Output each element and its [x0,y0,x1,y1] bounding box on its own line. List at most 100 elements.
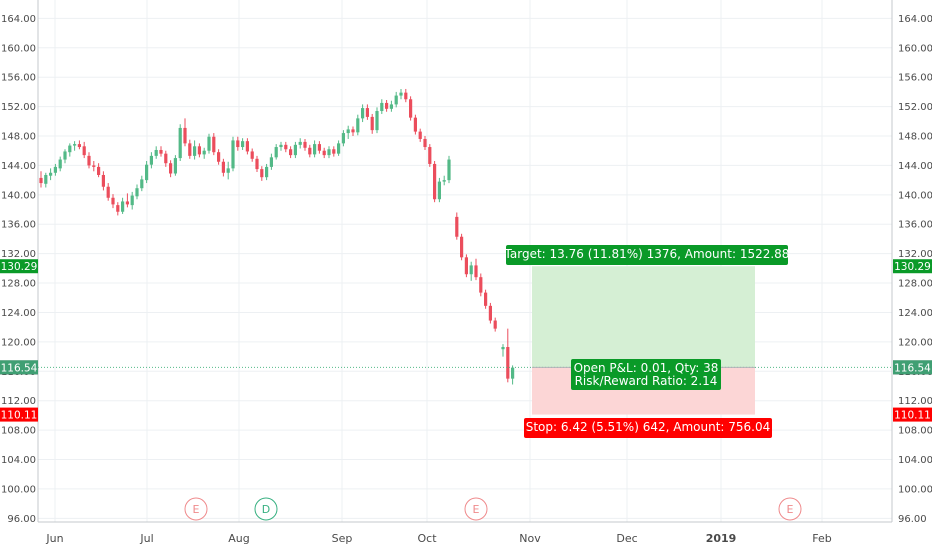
candle[interactable] [226,161,230,180]
candle[interactable] [68,143,72,157]
candle[interactable] [399,88,403,100]
candle[interactable] [308,144,312,158]
candle[interactable] [154,146,158,159]
candle[interactable] [303,138,307,151]
candle[interactable] [106,183,110,201]
candle[interactable] [380,99,384,114]
candle[interactable] [313,140,317,158]
candle[interactable] [317,141,321,154]
candle[interactable] [250,148,254,162]
candle[interactable] [423,136,427,150]
candle[interactable] [159,146,163,157]
event-marker[interactable]: E [184,497,208,521]
candle[interactable] [484,289,488,309]
candle[interactable] [460,233,464,261]
candle[interactable] [394,91,398,108]
candle[interactable] [385,99,389,112]
candle[interactable] [284,141,288,153]
candle[interactable] [488,302,492,324]
candle[interactable] [269,153,273,170]
candle[interactable] [193,140,197,160]
candle[interactable] [53,163,57,176]
candle[interactable] [511,365,515,385]
candle[interactable] [197,143,201,158]
candle[interactable] [44,172,48,188]
candle[interactable] [351,126,355,137]
candle[interactable] [375,107,379,134]
candle[interactable] [178,124,182,162]
candle[interactable] [241,138,245,150]
candle[interactable] [274,144,278,160]
candle[interactable] [361,104,365,123]
candle[interactable] [501,344,505,357]
candle[interactable] [77,140,81,150]
candle[interactable] [332,146,336,157]
candle[interactable] [164,150,168,167]
position-labels[interactable]: Target: 13.76 (11.81%) 1376, Amount: 152… [504,245,790,438]
candle[interactable] [322,147,326,159]
candle[interactable] [279,141,283,151]
candle[interactable] [207,133,211,154]
candle[interactable] [341,130,345,147]
candle[interactable] [289,146,293,159]
candle[interactable] [327,146,331,159]
target-label[interactable]: Target: 13.76 (11.81%) 1376, Amount: 152… [504,245,790,265]
candle[interactable] [404,88,408,103]
candle[interactable] [255,155,259,173]
candle[interactable] [130,191,134,210]
candle[interactable] [245,138,249,155]
candle[interactable] [73,141,77,151]
candle[interactable] [455,212,459,240]
candle[interactable] [39,171,43,188]
candle[interactable] [469,261,473,281]
candle[interactable] [92,161,96,172]
candle[interactable] [260,166,264,181]
candle[interactable] [101,171,105,191]
event-marker[interactable]: E [778,497,802,521]
candle[interactable] [442,175,446,186]
candle[interactable] [173,155,177,176]
candle[interactable] [493,317,497,332]
candle[interactable] [58,156,62,172]
candle[interactable] [337,140,341,156]
candle[interactable] [135,184,139,200]
candle[interactable] [506,328,510,383]
candle[interactable] [418,128,422,142]
candle[interactable] [116,202,120,216]
candle[interactable] [111,194,115,209]
candle[interactable] [236,136,240,151]
candle[interactable] [409,96,413,121]
candle[interactable] [389,100,393,112]
candle[interactable] [365,104,369,120]
candle[interactable] [293,141,297,159]
candle[interactable] [82,141,86,159]
candle[interactable] [433,161,437,203]
candle[interactable] [49,168,53,181]
candle[interactable] [140,175,144,192]
candle[interactable] [63,149,67,164]
candle[interactable] [413,114,417,135]
candle[interactable] [474,258,478,281]
candle[interactable] [231,136,235,172]
event-marker[interactable]: E [464,497,488,521]
candle[interactable] [356,114,360,136]
candle[interactable] [217,149,221,165]
candle[interactable] [169,160,173,178]
candle[interactable] [145,161,149,184]
candlesticks[interactable] [39,88,515,385]
candle[interactable] [87,152,91,169]
candle[interactable] [221,158,225,177]
candle[interactable] [265,163,269,181]
candle[interactable] [346,125,350,139]
candle[interactable] [437,177,441,203]
candle[interactable] [188,139,192,159]
candle[interactable] [464,254,468,278]
candle[interactable] [202,147,206,159]
stop-label[interactable]: Stop: 6.42 (5.51%) 642, Amount: 756.04 [524,418,772,438]
candle[interactable] [183,118,187,147]
event-marker[interactable]: D [254,497,278,521]
candle[interactable] [298,138,302,149]
